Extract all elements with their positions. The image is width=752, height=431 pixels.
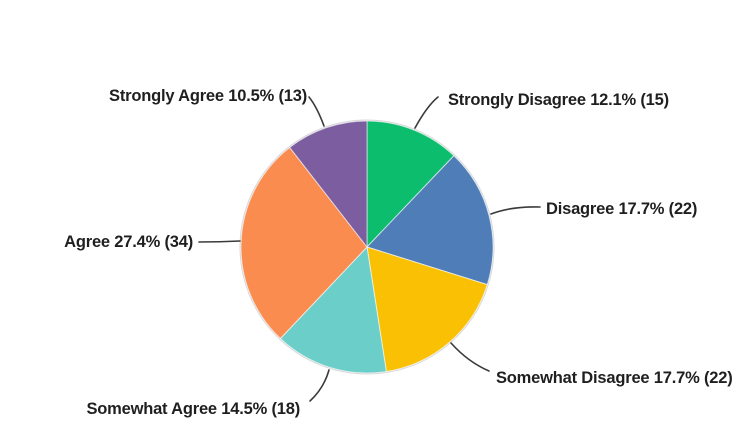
leader-line-disagree (490, 206, 541, 215)
leader-line-strongly-agree (308, 96, 325, 127)
pie-slice-strongly-agree (289, 120, 368, 248)
slice-label-somewhat-agree: Somewhat Agree 14.5% (18) (86, 400, 300, 418)
slice-label-strongly-agree: Strongly Agree 10.5% (13) (109, 87, 307, 105)
pie-slice-disagree (366, 155, 494, 286)
slice-label-agree: Agree 27.4% (34) (64, 233, 193, 251)
slice-label-disagree: Disagree 17.7% (22) (546, 200, 698, 218)
pie-slice-agree (240, 146, 368, 340)
leader-line-agree (198, 240, 241, 243)
pie-slice-strongly-disagree (366, 120, 455, 248)
pie-slice-somewhat-agree (279, 246, 387, 374)
leader-line-somewhat-disagree (450, 342, 490, 372)
pie-outline (239, 119, 495, 375)
slice-label-strongly-disagree: Strongly Disagree 12.1% (15) (448, 91, 669, 109)
pie-slice-somewhat-disagree (366, 246, 488, 373)
slice-label-somewhat-disagree: Somewhat Disagree 17.7% (22) (496, 369, 733, 387)
leader-line-strongly-disagree (414, 96, 439, 129)
leader-line-somewhat-agree (309, 369, 330, 402)
